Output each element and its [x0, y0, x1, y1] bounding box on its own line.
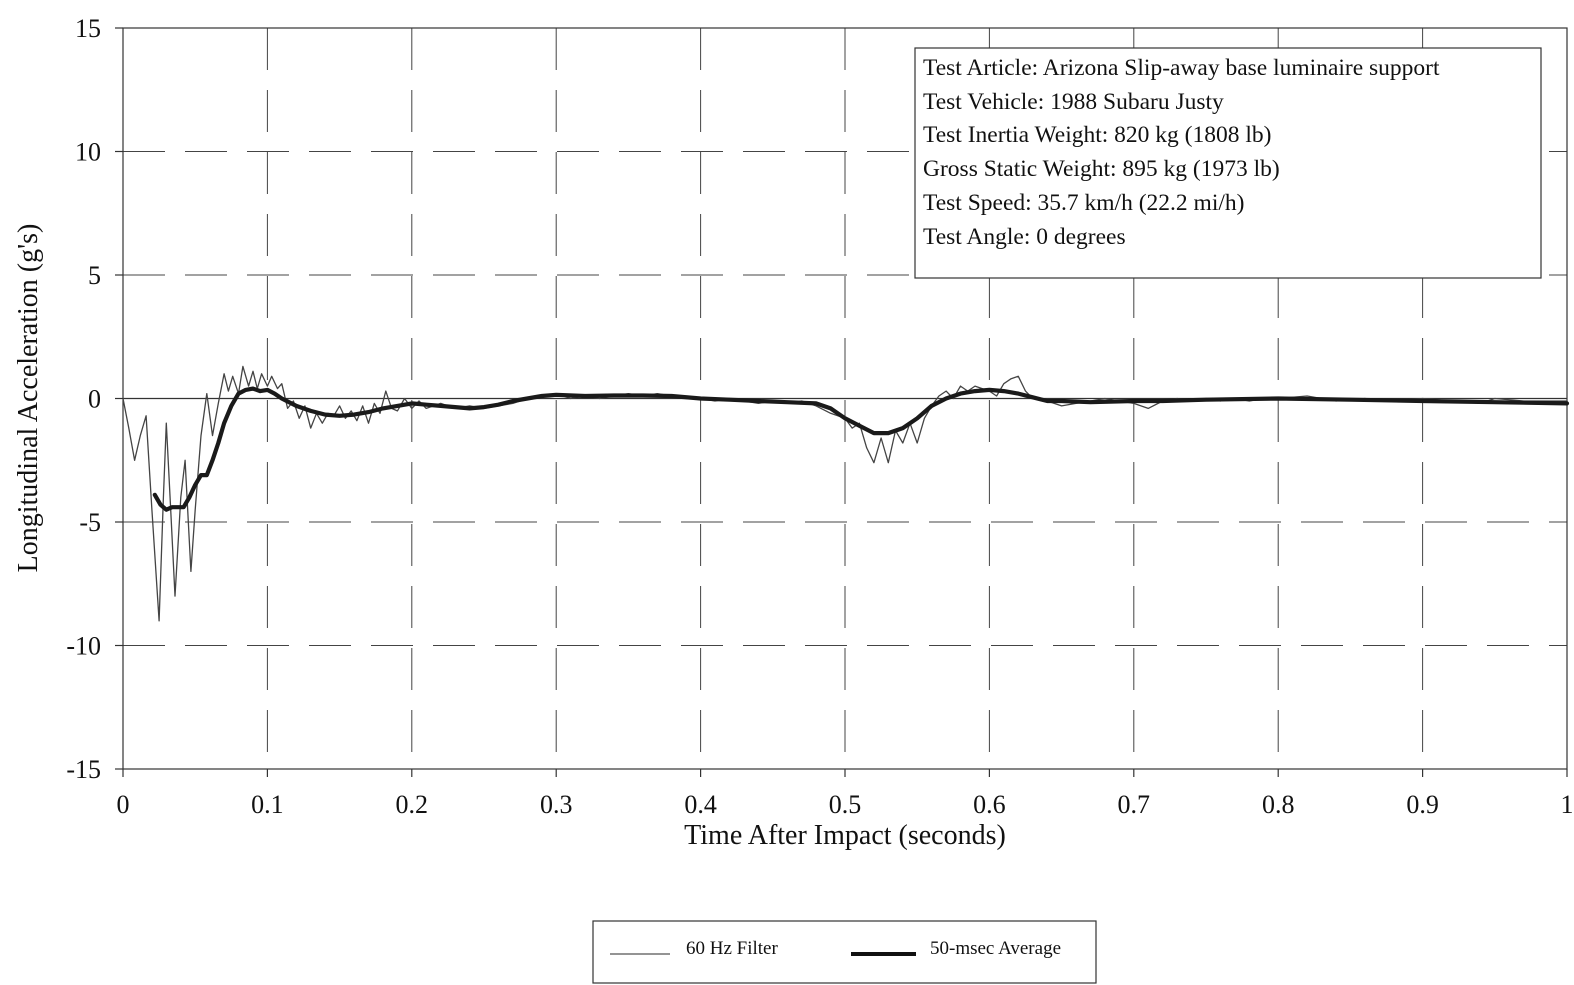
x-tick-label: 0.2 — [396, 790, 429, 819]
x-tick-label: 0.3 — [540, 790, 573, 819]
info-test-vehicle: Test Vehicle: 1988 Subaru Justy — [923, 89, 1224, 115]
x-axis-ticks: 0 0.1 0.2 0.3 0.4 0.5 0.6 0.7 0.8 0.9 1 — [117, 769, 1574, 819]
legend-label-60hz: 60 Hz Filter — [686, 938, 778, 959]
x-axis-title: Time After Impact (seconds) — [684, 820, 1006, 851]
x-tick-label: 0.7 — [1118, 790, 1151, 819]
info-test-speed: Test Speed: 35.7 km/h (22.2 mi/h) — [923, 190, 1244, 216]
legend: 60 Hz Filter 50-msec Average — [592, 920, 1097, 984]
y-axis-title: Longitudinal Acceleration (g's) — [13, 224, 44, 573]
y-tick-label: -5 — [79, 508, 101, 537]
info-inertia-weight: Test Inertia Weight: 820 kg (1808 lb) — [923, 122, 1271, 148]
y-tick-label: -10 — [66, 632, 101, 661]
x-tick-label: 0.1 — [251, 790, 284, 819]
info-test-article: Test Article: Arizona Slip-away base lum… — [923, 55, 1440, 81]
y-axis-ticks: 15 10 5 0 -5 -10 -15 — [66, 14, 123, 784]
y-tick-label: 10 — [75, 138, 101, 167]
x-tick-label: 0 — [117, 790, 130, 819]
info-test-angle: Test Angle: 0 degrees — [923, 224, 1126, 250]
series-line-50msec-average — [152, 386, 1570, 512]
legend-label-50msec: 50-msec Average — [930, 938, 1061, 959]
x-tick-label: 0.6 — [973, 790, 1006, 819]
y-tick-label: 0 — [88, 385, 101, 414]
x-tick-label: 0.9 — [1406, 790, 1439, 819]
test-info-box: Test Article: Arizona Slip-away base lum… — [914, 47, 1542, 279]
y-tick-label: 15 — [75, 14, 101, 43]
series-lines — [122, 365, 1570, 622]
y-tick-label: 5 — [88, 261, 101, 290]
y-tick-label: -15 — [66, 755, 101, 784]
x-tick-label: 0.8 — [1262, 790, 1295, 819]
x-tick-label: 0.5 — [829, 790, 862, 819]
x-tick-label: 0.4 — [684, 790, 717, 819]
info-gross-static-weight: Gross Static Weight: 895 kg (1973 lb) — [923, 156, 1280, 182]
x-tick-label: 1 — [1561, 790, 1574, 819]
